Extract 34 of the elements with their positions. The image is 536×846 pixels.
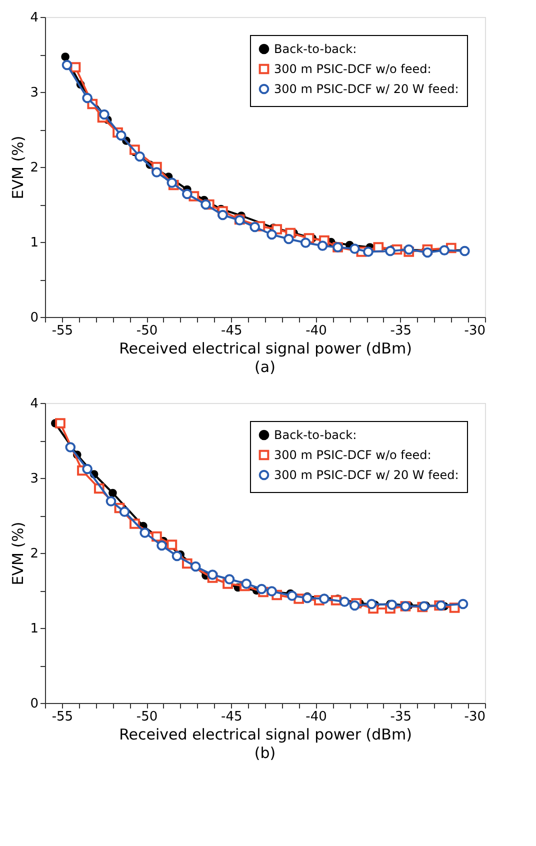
x-tick-label: -40: [306, 324, 327, 338]
x-tick-label: -55: [52, 710, 74, 724]
y-tick-label: 3: [30, 472, 38, 486]
legend-label: 300 m PSIC-DCF w/ 20 W feed:: [274, 82, 459, 96]
legend-label: 300 m PSIC-DCF w/ 20 W feed:: [274, 468, 459, 482]
y-tick-label: 1: [30, 236, 38, 250]
legend-label: Back-to-back:: [274, 428, 357, 442]
y-tick-label: 2: [30, 546, 38, 562]
x-tick-label: -50: [136, 710, 158, 724]
legend-label: 300 m PSIC-DCF w/o feed:: [274, 62, 432, 76]
y-tick-label: 3: [30, 86, 38, 100]
x-tick-label: -35: [390, 710, 412, 724]
x-tick-label: -55: [52, 324, 74, 338]
y-tick-label: 4: [30, 10, 38, 26]
x-tick-label: -45: [221, 324, 242, 338]
text: (a): [254, 358, 276, 376]
legend-label: 300 m PSIC-DCF w/o feed:: [274, 448, 432, 462]
x-tick-label: -50: [136, 324, 158, 338]
x-tick-label: -45: [221, 710, 242, 724]
text: (b): [254, 744, 276, 762]
x-tick-label: -30: [464, 324, 486, 338]
y-axis-title: EVM (%): [9, 136, 28, 200]
y-tick-label: 0: [30, 696, 38, 712]
y-tick-label: 0: [30, 310, 38, 326]
y-tick-label: 2: [30, 160, 38, 176]
x-axis-title: Received electrical signal power (dBm): [119, 340, 412, 358]
y-tick-label: 4: [30, 396, 38, 412]
x-tick-label: -40: [306, 710, 327, 724]
x-tick-label: -35: [390, 324, 412, 338]
x-tick-label: -30: [464, 710, 486, 724]
legend-label: Back-to-back:: [274, 42, 357, 56]
x-axis-title: Received electrical signal power (dBm): [119, 726, 412, 744]
y-axis-title: EVM (%): [9, 522, 28, 586]
y-tick-label: 1: [30, 622, 38, 636]
